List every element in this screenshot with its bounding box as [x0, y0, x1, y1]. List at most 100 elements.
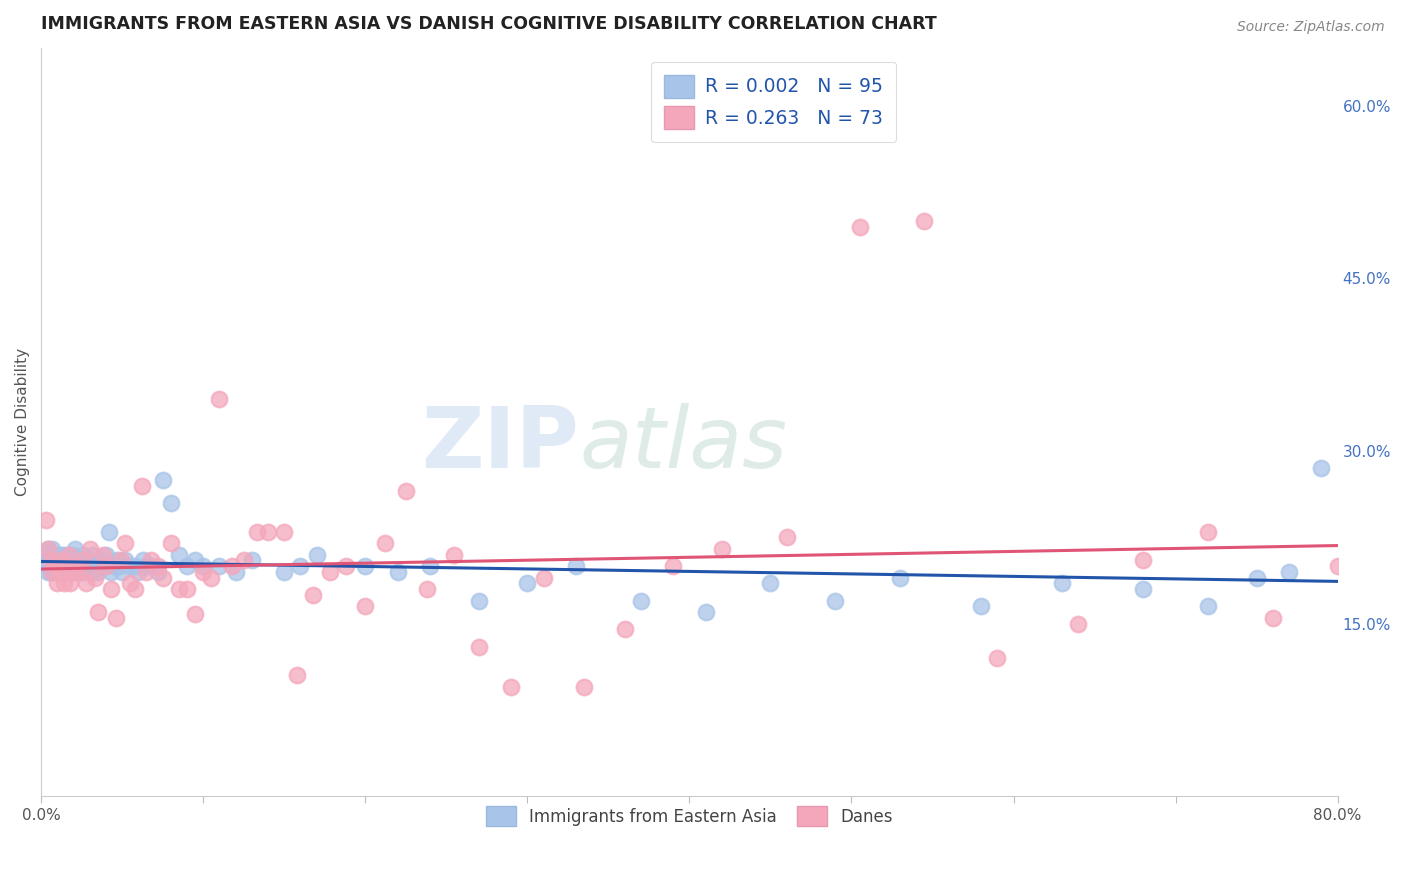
- Point: [37, 565, 59, 579]
- Point: [127, 565, 149, 579]
- Point: [35, 553, 58, 567]
- Point: [193, 559, 215, 574]
- Point: [1197, 599, 1219, 614]
- Point: [87, 565, 110, 579]
- Point: [41, 553, 63, 567]
- Point: [1132, 553, 1154, 567]
- Point: [889, 570, 911, 584]
- Point: [90, 553, 112, 567]
- Point: [1197, 524, 1219, 539]
- Point: [131, 478, 153, 492]
- Text: atlas: atlas: [579, 403, 787, 486]
- Point: [46, 553, 69, 567]
- Point: [45, 548, 67, 562]
- Point: [193, 565, 215, 579]
- Point: [613, 623, 636, 637]
- Text: ZIP: ZIP: [422, 403, 579, 486]
- Text: Source: ZipAtlas.com: Source: ZipAtlas.com: [1237, 20, 1385, 34]
- Point: [135, 559, 157, 574]
- Point: [374, 536, 396, 550]
- Y-axis label: Cognitive Disability: Cognitive Disability: [15, 348, 30, 496]
- Point: [111, 565, 134, 579]
- Point: [416, 582, 439, 596]
- Point: [710, 541, 733, 556]
- Point: [1310, 461, 1333, 475]
- Point: [58, 548, 80, 562]
- Point: [108, 559, 131, 574]
- Point: [67, 553, 90, 567]
- Point: [1343, 559, 1365, 574]
- Point: [72, 548, 94, 562]
- Point: [387, 565, 409, 579]
- Point: [73, 559, 96, 574]
- Point: [80, 565, 103, 579]
- Point: [516, 576, 538, 591]
- Point: [533, 570, 555, 584]
- Point: [184, 553, 207, 567]
- Point: [662, 559, 685, 574]
- Point: [1132, 582, 1154, 596]
- Point: [467, 593, 489, 607]
- Point: [45, 559, 67, 574]
- Point: [141, 559, 163, 574]
- Point: [1246, 570, 1268, 584]
- Point: [100, 582, 122, 596]
- Point: [176, 559, 198, 574]
- Point: [35, 513, 58, 527]
- Point: [208, 559, 231, 574]
- Point: [759, 576, 782, 591]
- Point: [167, 582, 190, 596]
- Point: [79, 541, 101, 556]
- Point: [1375, 570, 1398, 584]
- Point: [1261, 611, 1284, 625]
- Point: [114, 553, 136, 567]
- Point: [82, 548, 104, 562]
- Point: [62, 565, 84, 579]
- Point: [1278, 565, 1301, 579]
- Point: [42, 553, 65, 567]
- Point: [70, 565, 93, 579]
- Point: [572, 680, 595, 694]
- Point: [146, 565, 169, 579]
- Point: [87, 605, 110, 619]
- Point: [62, 559, 84, 574]
- Point: [69, 565, 91, 579]
- Point: [69, 559, 91, 574]
- Point: [354, 559, 377, 574]
- Point: [58, 565, 80, 579]
- Point: [56, 559, 79, 574]
- Point: [114, 536, 136, 550]
- Point: [240, 553, 263, 567]
- Point: [66, 565, 89, 579]
- Legend: Immigrants from Eastern Asia, Danes: Immigrants from Eastern Asia, Danes: [475, 796, 903, 837]
- Point: [132, 553, 155, 567]
- Point: [225, 565, 247, 579]
- Point: [59, 553, 82, 567]
- Point: [59, 559, 82, 574]
- Point: [305, 548, 328, 562]
- Point: [55, 548, 77, 562]
- Point: [184, 607, 207, 622]
- Point: [208, 392, 231, 407]
- Point: [257, 524, 280, 539]
- Point: [1050, 576, 1073, 591]
- Point: [302, 588, 325, 602]
- Point: [39, 565, 62, 579]
- Point: [695, 605, 717, 619]
- Point: [76, 553, 98, 567]
- Point: [395, 484, 418, 499]
- Point: [104, 611, 127, 625]
- Point: [146, 559, 169, 574]
- Point: [39, 553, 62, 567]
- Point: [56, 553, 79, 567]
- Point: [419, 559, 441, 574]
- Point: [630, 593, 652, 607]
- Point: [246, 524, 269, 539]
- Point: [51, 548, 73, 562]
- Point: [56, 559, 79, 574]
- Point: [318, 565, 340, 579]
- Point: [83, 559, 105, 574]
- Point: [912, 214, 935, 228]
- Point: [159, 536, 181, 550]
- Point: [273, 565, 295, 579]
